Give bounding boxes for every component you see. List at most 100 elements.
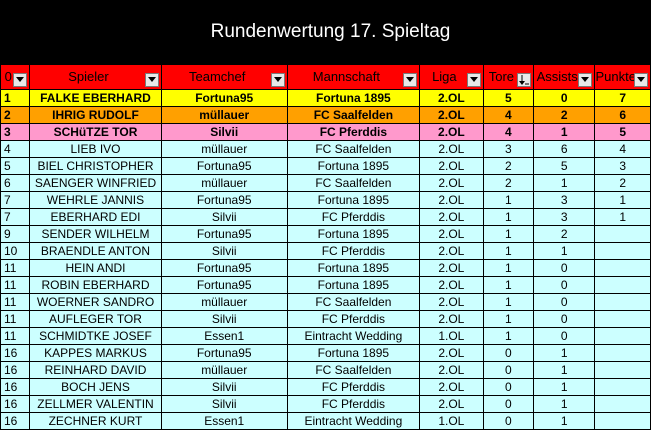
filter-dropdown-icon[interactable] [270, 73, 285, 87]
cell-team[interactable]: Fortuna 1895 [286, 276, 420, 294]
cell-teamchef[interactable]: Silvii [160, 208, 288, 226]
cell-player[interactable]: HEIN ANDI [29, 259, 162, 277]
cell-player[interactable]: EBERHARD EDI [29, 208, 162, 226]
cell-player[interactable]: SAENGER WINFRIED [29, 174, 162, 192]
filter-dropdown-icon[interactable] [634, 73, 648, 87]
cell-player[interactable]: SENDER WILHELM [29, 225, 162, 243]
cell-rank[interactable]: 11 [0, 276, 31, 294]
cell-league[interactable]: 2.OL [418, 123, 484, 141]
filter-dropdown-icon[interactable] [402, 73, 417, 87]
cell-player[interactable]: SCHMIDTKE JOSEF [29, 327, 162, 345]
cell-goals[interactable]: 0 [482, 378, 534, 396]
cell-team[interactable]: Fortuna 1895 [286, 157, 420, 175]
cell-team[interactable]: Fortuna 1895 [286, 259, 420, 277]
cell-league[interactable]: 1.OL [418, 327, 484, 345]
cell-goals[interactable]: 3 [482, 140, 534, 158]
cell-goals[interactable]: 1 [482, 310, 534, 328]
cell-league[interactable]: 2.OL [418, 276, 484, 294]
cell-goals[interactable]: 1 [482, 259, 534, 277]
cell-assists[interactable]: 1 [532, 174, 596, 192]
cell-rank[interactable]: 11 [0, 327, 31, 345]
cell-assists[interactable]: 1 [532, 378, 596, 396]
cell-assists[interactable]: 2 [532, 106, 596, 124]
cell-team[interactable]: FC Pferddis [286, 378, 420, 396]
cell-league[interactable]: 2.OL [418, 259, 484, 277]
cell-league[interactable]: 2.OL [418, 344, 484, 362]
cell-league[interactable]: 2.OL [418, 191, 484, 209]
cell-rank[interactable]: 1 [0, 89, 31, 107]
cell-league[interactable]: 2.OL [418, 225, 484, 243]
cell-assists[interactable]: 0 [532, 89, 596, 107]
cell-player[interactable]: IHRIG RUDOLF [29, 106, 162, 124]
cell-team[interactable]: Fortuna 1895 [286, 89, 420, 107]
cell-assists[interactable]: 3 [532, 191, 596, 209]
cell-teamchef[interactable]: Essen1 [160, 327, 288, 345]
cell-points[interactable] [594, 344, 651, 362]
cell-teamchef[interactable]: Fortuna95 [160, 89, 288, 107]
cell-league[interactable]: 2.OL [418, 89, 484, 107]
cell-assists[interactable]: 3 [532, 208, 596, 226]
cell-player[interactable]: BRAENDLE ANTON [29, 242, 162, 260]
filter-dropdown-icon[interactable] [13, 73, 28, 87]
cell-league[interactable]: 2.OL [418, 106, 484, 124]
cell-teamchef[interactable]: Fortuna95 [160, 344, 288, 362]
cell-player[interactable]: ZECHNER KURT [29, 412, 162, 430]
cell-league[interactable]: 2.OL [418, 157, 484, 175]
cell-assists[interactable]: 1 [532, 361, 596, 379]
cell-goals[interactable]: 4 [482, 123, 534, 141]
cell-player[interactable]: BOCH JENS [29, 378, 162, 396]
cell-points[interactable]: 6 [594, 106, 651, 124]
cell-assists[interactable]: 0 [532, 276, 596, 294]
cell-rank[interactable]: 3 [0, 123, 31, 141]
cell-teamchef[interactable]: Essen1 [160, 412, 288, 430]
cell-teamchef[interactable]: Silvii [160, 378, 288, 396]
cell-points[interactable] [594, 225, 651, 243]
cell-player[interactable]: ZELLMER VALENTIN [29, 395, 162, 413]
cell-league[interactable]: 2.OL [418, 140, 484, 158]
cell-rank[interactable]: 4 [0, 140, 31, 158]
cell-goals[interactable]: 1 [482, 293, 534, 311]
cell-league[interactable]: 2.OL [418, 242, 484, 260]
cell-goals[interactable]: 1 [482, 242, 534, 260]
cell-rank[interactable]: 7 [0, 191, 31, 209]
cell-goals[interactable]: 5 [482, 89, 534, 107]
cell-team[interactable]: FC Saalfelden [286, 174, 420, 192]
cell-team[interactable]: FC Saalfelden [286, 106, 420, 124]
cell-rank[interactable]: 16 [0, 344, 31, 362]
cell-goals[interactable]: 1 [482, 191, 534, 209]
filter-dropdown-icon[interactable] [466, 73, 481, 87]
cell-assists[interactable]: 1 [532, 395, 596, 413]
cell-player[interactable]: BIEL CHRISTOPHER [29, 157, 162, 175]
cell-teamchef[interactable]: müllauer [160, 174, 288, 192]
cell-team[interactable]: FC Saalfelden [286, 140, 420, 158]
cell-points[interactable]: 5 [594, 123, 651, 141]
cell-player[interactable]: FALKE EBERHARD [29, 89, 162, 107]
cell-assists[interactable]: 0 [532, 259, 596, 277]
cell-team[interactable]: FC Pferddis [286, 208, 420, 226]
cell-points[interactable] [594, 412, 651, 430]
cell-player[interactable]: ROBIN EBERHARD [29, 276, 162, 294]
cell-league[interactable]: 2.OL [418, 174, 484, 192]
cell-assists[interactable]: 1 [532, 344, 596, 362]
cell-points[interactable] [594, 276, 651, 294]
cell-goals[interactable]: 1 [482, 276, 534, 294]
cell-team[interactable]: FC Saalfelden [286, 293, 420, 311]
cell-team[interactable]: FC Pferddis [286, 395, 420, 413]
cell-league[interactable]: 2.OL [418, 395, 484, 413]
cell-player[interactable]: SCHüTZE TOR [29, 123, 162, 141]
cell-teamchef[interactable]: Silvii [160, 395, 288, 413]
cell-team[interactable]: FC Pferddis [286, 242, 420, 260]
cell-teamchef[interactable]: Fortuna95 [160, 157, 288, 175]
cell-rank[interactable]: 16 [0, 395, 31, 413]
filter-dropdown-icon[interactable] [144, 73, 159, 87]
filter-dropdown-icon[interactable] [578, 73, 593, 87]
cell-team[interactable]: Fortuna 1895 [286, 225, 420, 243]
cell-rank[interactable]: 16 [0, 412, 31, 430]
cell-points[interactable] [594, 361, 651, 379]
cell-team[interactable]: Fortuna 1895 [286, 344, 420, 362]
cell-goals[interactable]: 0 [482, 361, 534, 379]
cell-league[interactable]: 1.OL [418, 412, 484, 430]
cell-teamchef[interactable]: Fortuna95 [160, 276, 288, 294]
cell-assists[interactable]: 0 [532, 310, 596, 328]
cell-assists[interactable]: 0 [532, 327, 596, 345]
